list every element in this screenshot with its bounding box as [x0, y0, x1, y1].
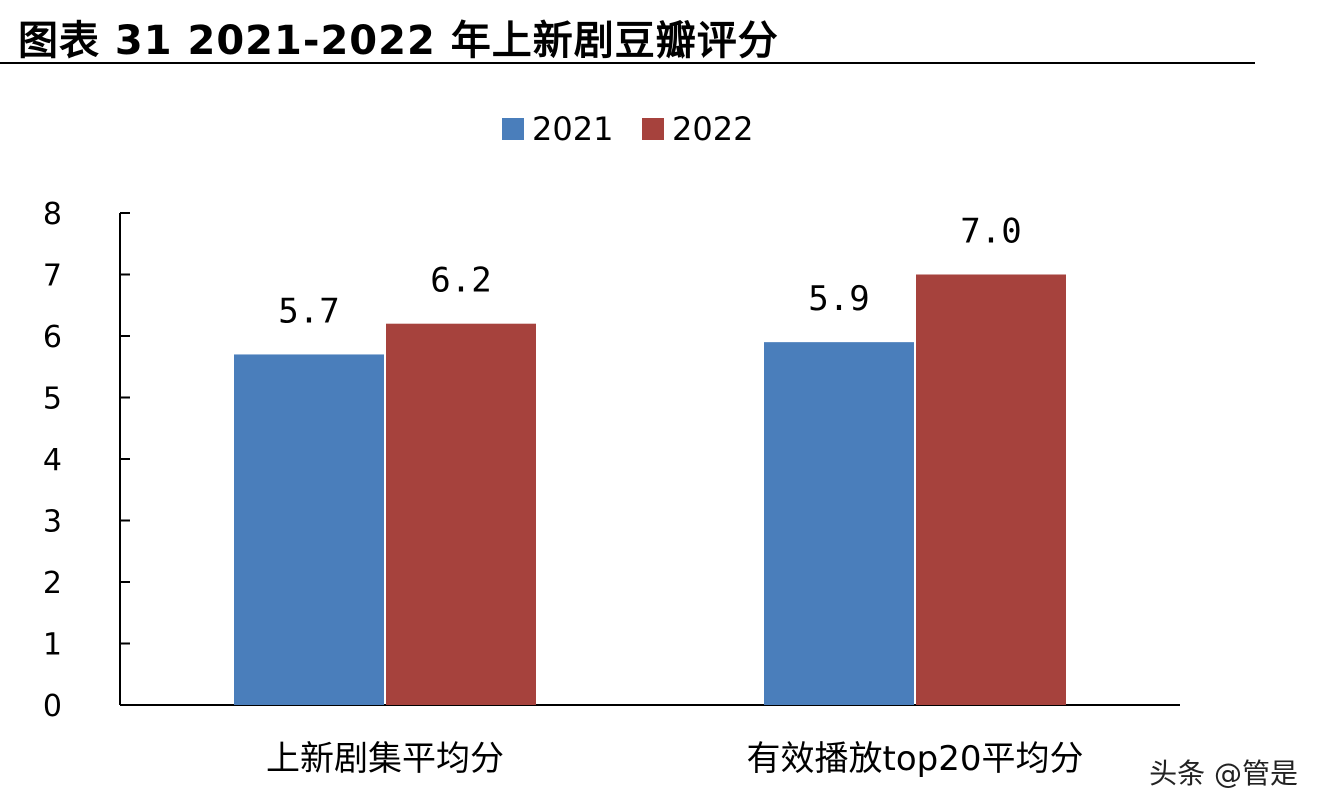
chart-title: 图表 31 2021-2022 年上新剧豆瓣评分 — [18, 18, 779, 64]
watermark: 头条 @管是 — [1149, 757, 1298, 790]
data-label: 6.2 — [430, 261, 491, 301]
y-tick-label: 6 — [43, 320, 62, 355]
title-rule — [0, 62, 1255, 64]
legend-swatch-2022 — [642, 118, 664, 140]
y-tick-label: 1 — [43, 628, 62, 663]
y-tick-label: 0 — [43, 689, 62, 724]
legend-label: 2021 — [532, 110, 613, 148]
legend-label: 2022 — [672, 110, 753, 148]
data-label: 5.9 — [808, 279, 869, 319]
y-tick-label: 5 — [43, 382, 62, 417]
data-label: 7.0 — [960, 212, 1021, 252]
y-tick-label: 4 — [43, 443, 62, 478]
bar-2022-1 — [386, 323, 536, 705]
bar-2021-2 — [764, 342, 914, 705]
data-label: 5.7 — [278, 291, 339, 331]
x-tick-label: 上新剧集平均分 — [266, 739, 504, 779]
y-tick-label: 7 — [43, 259, 62, 294]
y-tick-label: 3 — [43, 505, 62, 540]
y-tick-label: 2 — [43, 566, 62, 601]
bar-2021-1 — [234, 354, 384, 705]
bar-2022-2 — [916, 274, 1066, 705]
legend-swatch-2021 — [502, 118, 524, 140]
x-tick-label: 有效播放top20平均分 — [747, 739, 1084, 779]
y-tick-label: 8 — [43, 197, 62, 232]
